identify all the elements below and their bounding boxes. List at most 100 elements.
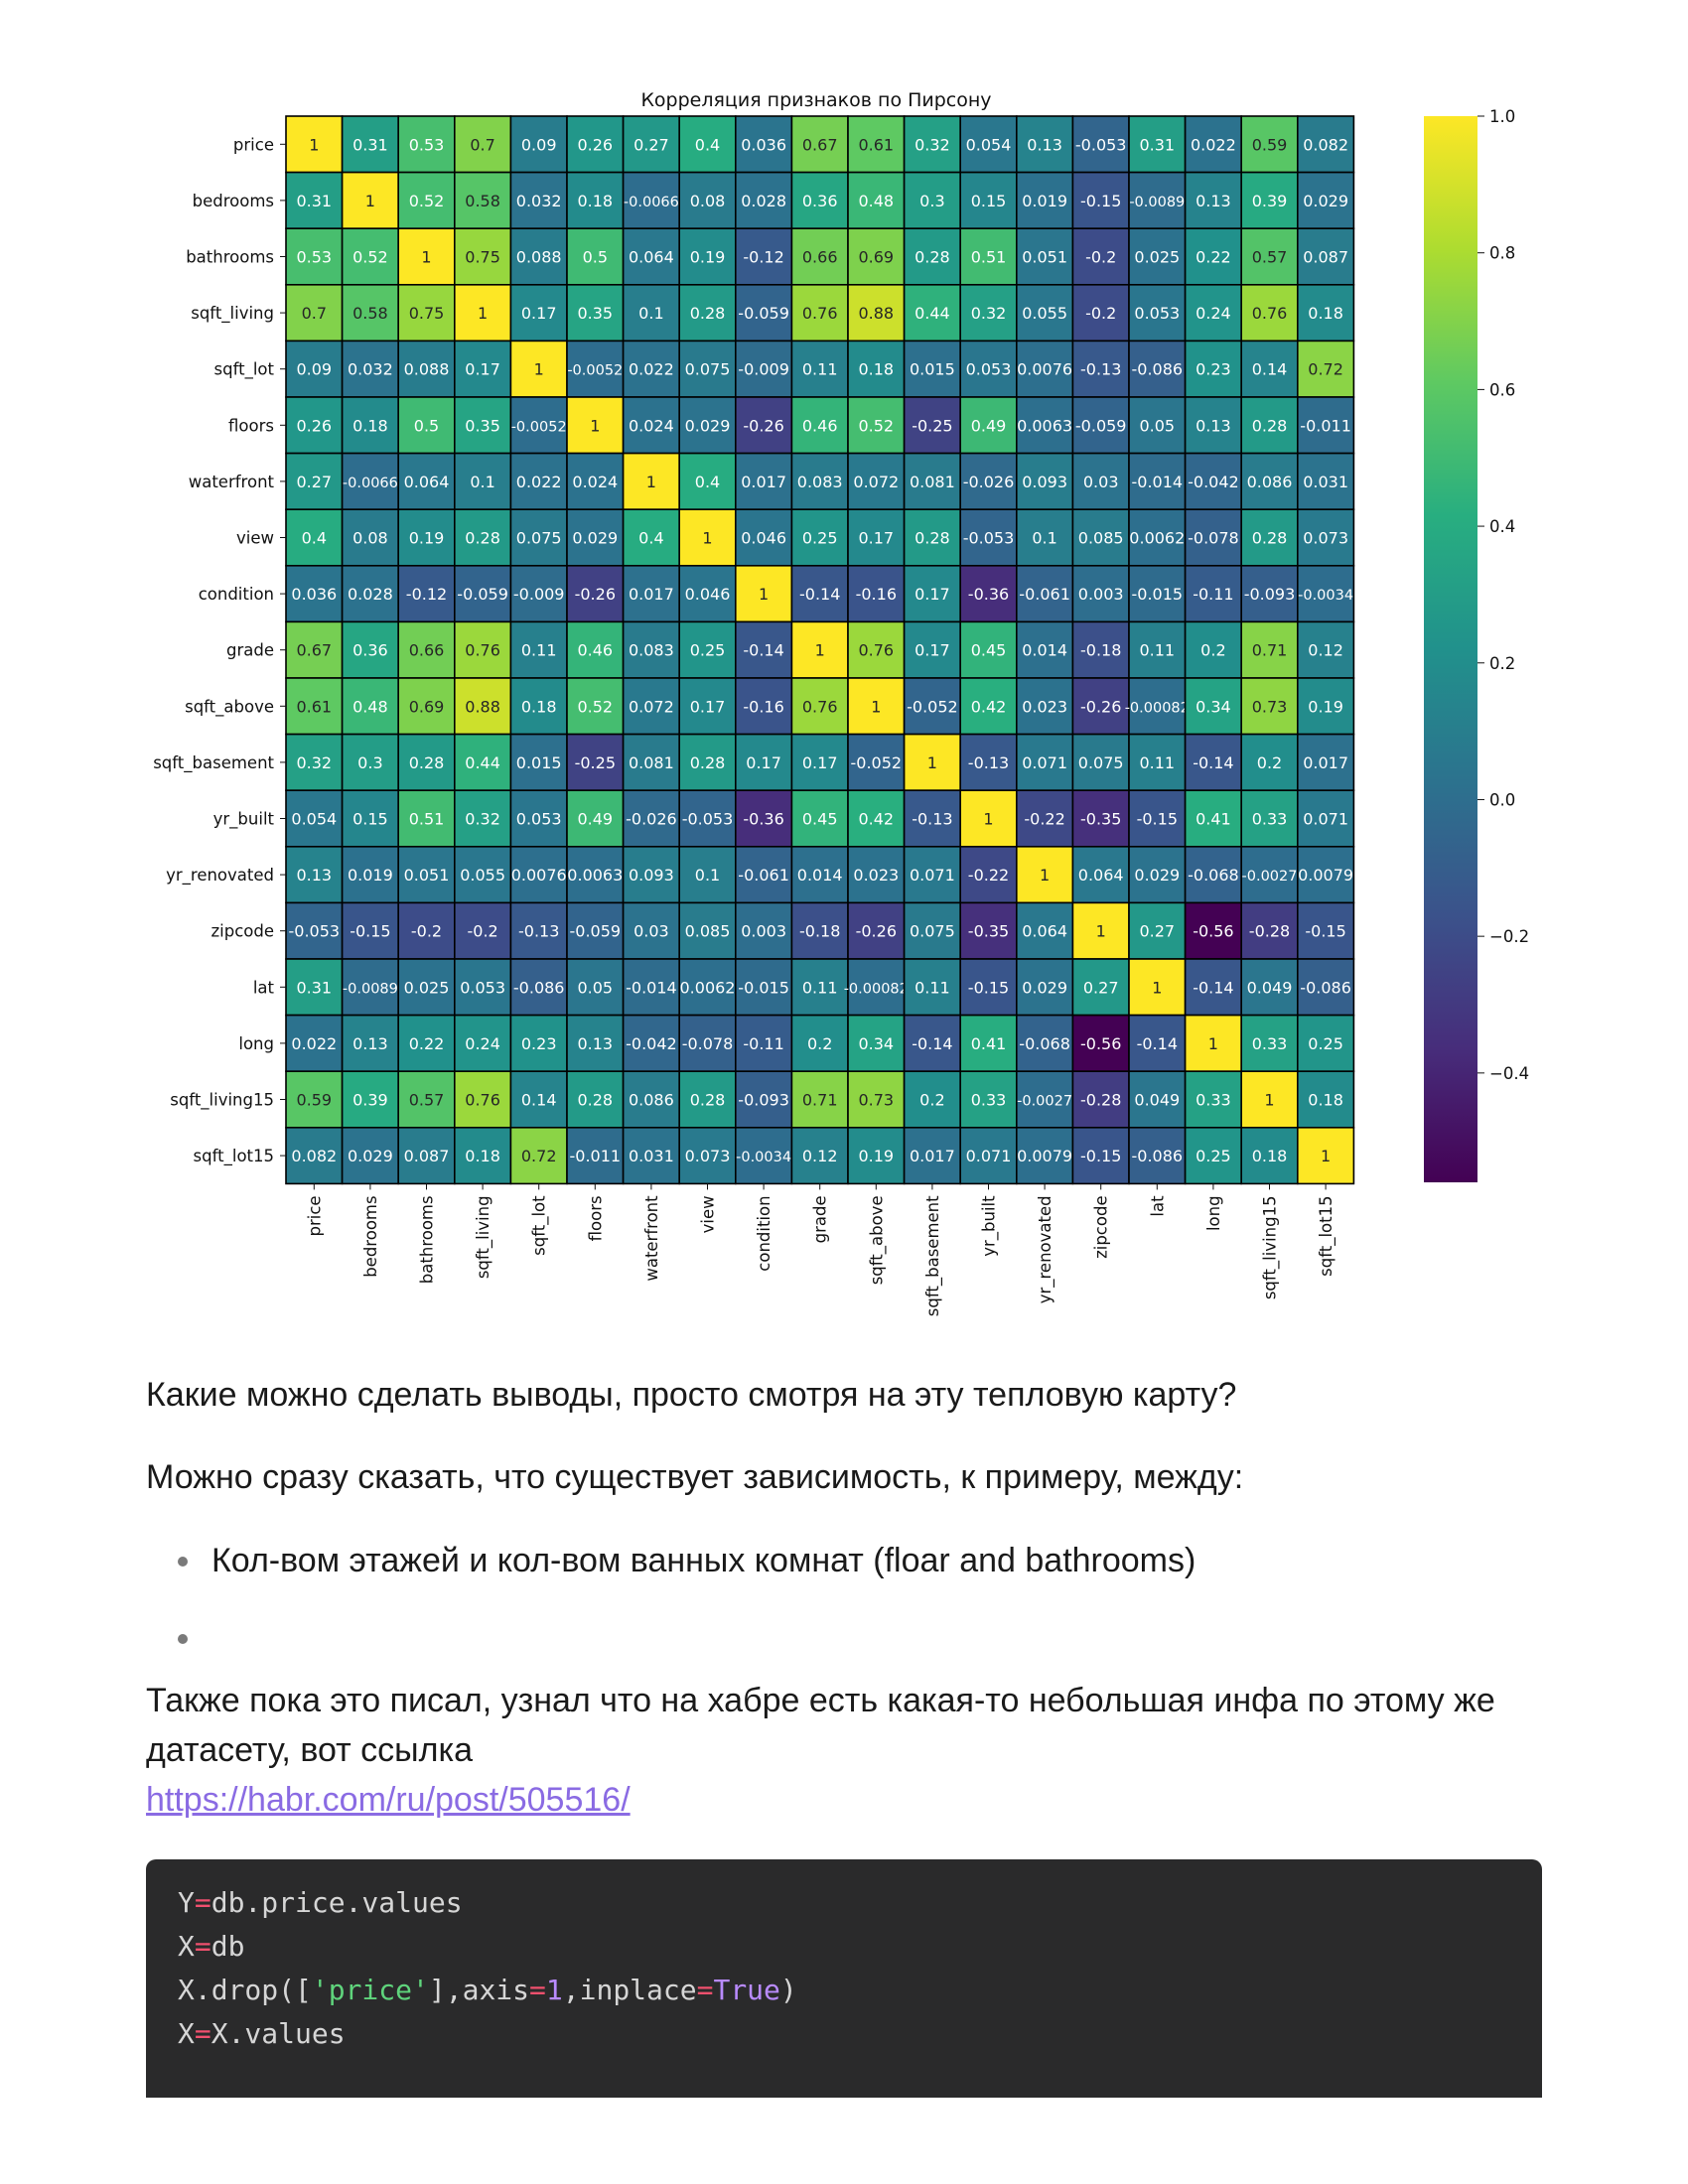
cell-value-label: 0.27 [1083, 978, 1119, 997]
cell-value-label: 0.3 [919, 192, 944, 210]
heatmap-cell [1297, 1070, 1355, 1129]
cell-value-label: 0.7 [302, 304, 327, 323]
heatmap-cell [1128, 677, 1187, 736]
cell-value-label: -0.068 [1188, 866, 1239, 885]
cell-value-label: 0.27 [296, 473, 332, 491]
heatmap-cell [1128, 620, 1187, 679]
cell-value-label: -0.36 [743, 810, 783, 829]
cell-value-label: 0.44 [914, 304, 950, 323]
cell-value-label: 0.09 [521, 135, 557, 154]
cell-value-label: -0.2 [1085, 304, 1116, 323]
cell-value-label: 0.093 [629, 866, 674, 885]
heatmap-cell [1297, 1127, 1355, 1185]
cell-value-label: -0.015 [738, 978, 789, 997]
cell-value-label: -0.009 [738, 360, 789, 379]
cell-value-label: 0.49 [971, 416, 1007, 435]
cell-value-label: 0.46 [802, 416, 838, 435]
heatmap-cell [566, 901, 625, 960]
col-tick-label: long [1204, 1195, 1223, 1231]
cell-value-label: -0.061 [1019, 585, 1070, 604]
heatmap-cell [678, 171, 737, 230]
cell-value-label: -0.14 [1137, 1034, 1178, 1053]
heatmap-cell [678, 227, 737, 286]
row-tick-label: lat [253, 978, 275, 997]
cell-value-label: 0.76 [465, 1091, 500, 1110]
heatmap-cell [734, 677, 793, 736]
cell-value-label: 0.66 [409, 641, 445, 660]
cell-value-label: 0.075 [516, 529, 562, 548]
cell-value-label: 0.019 [1022, 192, 1067, 210]
cell-value-label: 0.19 [409, 529, 445, 548]
cell-value-label: 0.2 [807, 1034, 832, 1053]
cell-value-label: -0.0066 [343, 476, 398, 491]
cell-value-label: 0.39 [352, 1091, 388, 1110]
row-tick-label: view [236, 529, 274, 548]
cell-value-label: 0.003 [741, 922, 786, 941]
cell-value-label: 0.28 [914, 248, 950, 267]
heatmap-cell [566, 1070, 625, 1129]
bullet-dot [178, 1557, 188, 1567]
cell-value-label: -0.36 [968, 585, 1009, 604]
heatmap-cell [903, 227, 961, 286]
cell-value-label: 0.25 [1308, 1034, 1343, 1053]
heatmap-cell [1240, 677, 1299, 736]
chart-title: Корреляция признаков по Пирсону [640, 89, 991, 111]
row-tick-label: sqft_lot [214, 360, 275, 380]
heatmap-cell [903, 1070, 961, 1129]
code-block: Y=db.price.values X=db X.drop(['price'],ax… [146, 1859, 1542, 2098]
heatmap-cell [566, 677, 625, 736]
heatmap-cell [453, 227, 512, 286]
cell-value-label: 0.029 [1022, 978, 1067, 997]
cell-value-label: 0.075 [910, 922, 955, 941]
cell-value-label: -0.015 [1132, 585, 1184, 604]
heatmap-cell [959, 340, 1018, 398]
cell-value-label: 0.11 [802, 978, 838, 997]
heatmap-cell [341, 845, 400, 904]
cell-value-label: 0.33 [1252, 810, 1288, 829]
cell-value-label: -0.014 [626, 978, 677, 997]
heatmap-cell [509, 677, 568, 736]
cell-value-label: 0.075 [685, 360, 731, 379]
cell-value-label: -0.0027 [1017, 1094, 1072, 1110]
row-tick-label: floors [228, 416, 274, 435]
heatmap-cell [397, 958, 456, 1017]
heatmap-cell [341, 789, 400, 848]
cell-value-label: 0.32 [971, 304, 1007, 323]
bullet-dot [178, 1634, 188, 1644]
habr-link[interactable]: https://habr.com/ru/post/505516/ [146, 1781, 631, 1819]
heatmap-cell [903, 115, 961, 174]
heatmap-cell [341, 620, 400, 679]
col-tick-label: view [699, 1195, 718, 1233]
cell-value-label: -0.12 [743, 248, 783, 267]
cell-value-label: -0.061 [738, 866, 789, 885]
cell-value-label: 0.017 [1303, 753, 1348, 772]
question-paragraph: Какие можно сделать выводы, просто смотр… [146, 1376, 1237, 1414]
heatmap-cell [453, 677, 512, 736]
cell-value-label: 0.13 [1196, 416, 1231, 435]
cell-value-label: 1 [1264, 1091, 1274, 1110]
heatmap-cell [1297, 396, 1355, 455]
heatmap-cell [1297, 564, 1355, 623]
row-tick-label: sqft_above [185, 697, 274, 717]
cell-value-label: -0.0089 [1129, 195, 1185, 210]
heatmap-cell [1240, 733, 1299, 791]
cell-value-label: -0.18 [1080, 641, 1121, 660]
cell-value-label: -0.26 [743, 416, 783, 435]
heatmap-cell [847, 789, 906, 848]
row-tick-label: zipcode [211, 922, 274, 941]
heatmap-cell [734, 452, 793, 511]
cell-value-label: 0.88 [465, 697, 500, 716]
heatmap-cell [1071, 958, 1130, 1017]
row-tick-label: sqft_lot15 [194, 1147, 274, 1166]
cell-value-label: -0.0052 [567, 363, 623, 379]
code-token: = [194, 2017, 211, 2050]
cell-value-label: 0.087 [1303, 248, 1348, 267]
code-line: X=X.values [178, 2012, 1510, 2056]
heatmap-cell [678, 620, 737, 679]
col-tick-label: yr_renovated [1036, 1195, 1055, 1303]
cell-value-label: 0.024 [572, 473, 618, 491]
heatmap-cell [790, 733, 849, 791]
colorbar-tick-label: 1.0 [1489, 107, 1515, 126]
cell-value-label: -0.14 [1193, 753, 1233, 772]
cell-value-label: 0.05 [1139, 416, 1175, 435]
